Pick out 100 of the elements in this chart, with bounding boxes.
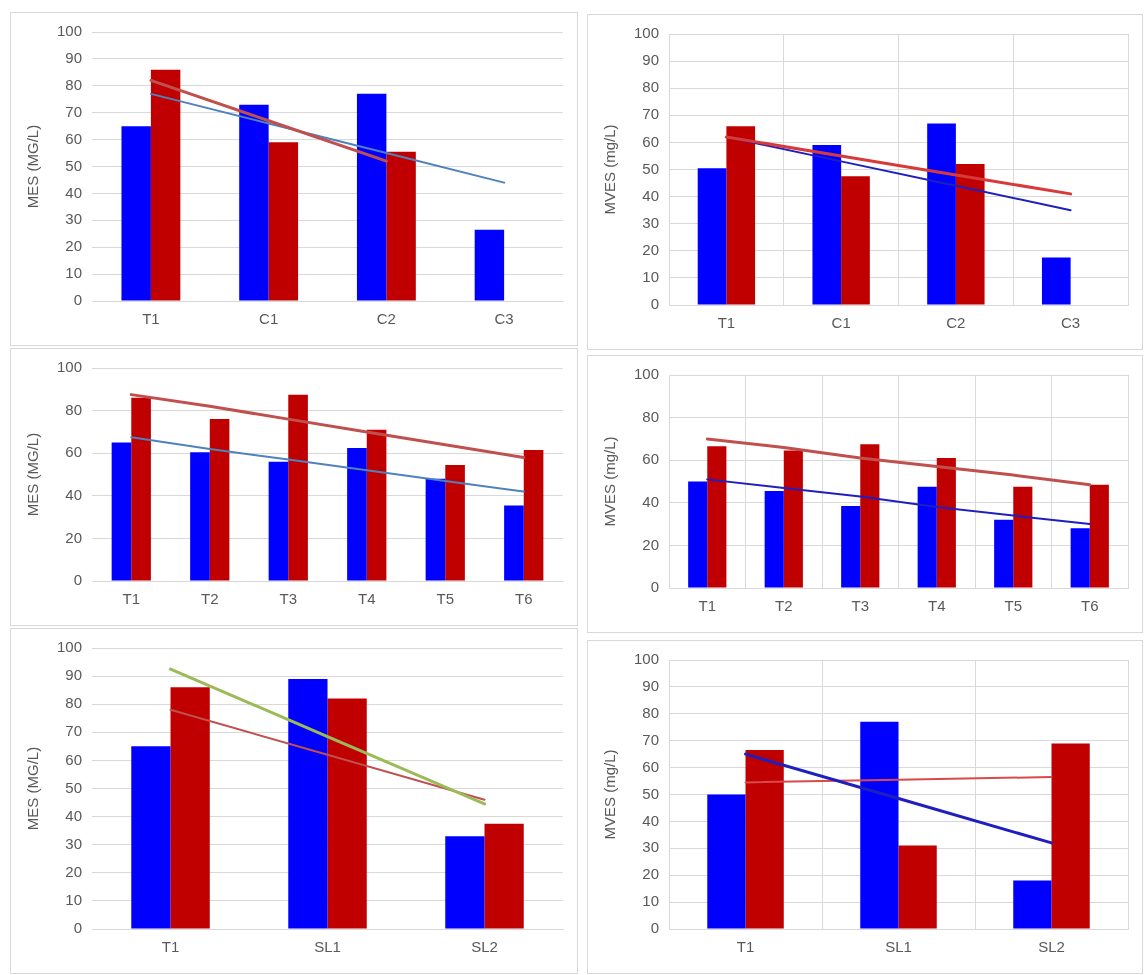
y-tick-label: 50 (642, 784, 660, 802)
y-tick-label: 20 (642, 865, 660, 883)
bar (366, 429, 387, 581)
y-tick-label: 40 (642, 492, 660, 510)
bar (209, 419, 230, 581)
x-tick-label: T1 (698, 597, 717, 615)
y-tick-label: 90 (65, 666, 83, 684)
bar (860, 444, 880, 588)
y-tick-label: 10 (65, 264, 83, 282)
y-tick-label: 50 (65, 778, 83, 796)
x-tick-label: T1 (142, 310, 160, 328)
bar (121, 126, 151, 301)
bar (268, 142, 299, 301)
y-tick-label: 30 (642, 838, 660, 856)
x-tick-label: C2 (376, 310, 396, 328)
bar (726, 126, 756, 305)
y-tick-label: 90 (642, 51, 660, 69)
bar (764, 491, 784, 588)
bar (484, 823, 524, 929)
bar (131, 746, 171, 929)
y-axis-title: MVES (mg/L) (601, 749, 619, 840)
bar (150, 69, 181, 301)
bar (523, 450, 544, 581)
x-tick-label: T3 (279, 590, 298, 608)
y-tick-label: 70 (65, 102, 83, 120)
bar (936, 458, 956, 588)
x-tick-label: T1 (736, 938, 755, 956)
x-tick-label: C2 (946, 314, 966, 332)
bar (955, 164, 985, 305)
y-tick-label: 70 (65, 722, 83, 740)
y-tick-label: 60 (642, 450, 660, 468)
y-tick-label: 100 (634, 365, 660, 383)
y-tick-label: 0 (650, 295, 660, 313)
y-tick-label: 20 (65, 237, 83, 255)
y-tick-label: 0 (73, 571, 83, 589)
y-tick-label: 20 (65, 862, 83, 880)
x-tick-label: T2 (775, 597, 793, 615)
bar (1070, 528, 1090, 588)
x-tick-label: T1 (717, 314, 736, 332)
x-tick-label: C1 (831, 314, 851, 332)
y-tick-label: 60 (65, 129, 83, 147)
y-tick-label: 80 (642, 78, 660, 96)
y-tick-label: 20 (642, 240, 660, 258)
bar (1013, 880, 1052, 929)
x-tick-label: SL2 (471, 938, 498, 956)
bar (812, 145, 842, 305)
bar (917, 486, 937, 588)
bar (131, 397, 151, 581)
y-tick-label: 10 (65, 891, 83, 909)
bar (860, 721, 899, 929)
x-tick-label: C3 (1061, 314, 1081, 332)
y-tick-label: 40 (65, 183, 83, 201)
bar (327, 698, 367, 929)
y-tick-label: 80 (65, 694, 83, 712)
bar (898, 845, 937, 929)
bar (504, 505, 524, 581)
y-tick-label: 0 (73, 291, 83, 309)
y-tick-label: 100 (634, 650, 660, 668)
y-tick-label: 0 (650, 919, 660, 937)
y-tick-label: 30 (65, 834, 83, 852)
bar (190, 452, 210, 581)
x-tick-label: T4 (358, 590, 376, 608)
bar (445, 464, 465, 581)
y-tick-label: 80 (642, 407, 660, 425)
bar (425, 478, 446, 581)
y-axis-title: MVES (mg/L) (601, 124, 619, 215)
bar (111, 442, 132, 581)
bar (927, 123, 956, 305)
x-tick-label: SL2 (1038, 938, 1065, 956)
bar (474, 229, 505, 301)
x-tick-label: T1 (161, 938, 180, 956)
bar (1089, 484, 1109, 588)
bar (445, 836, 485, 929)
y-tick-label: 100 (57, 638, 83, 656)
bar (688, 481, 708, 588)
bar (745, 750, 784, 929)
bar (841, 176, 870, 305)
x-tick-label: T1 (122, 590, 141, 608)
y-tick-label: 40 (642, 186, 660, 204)
bar (1041, 257, 1071, 305)
y-tick-label: 80 (642, 703, 660, 721)
bar (356, 93, 387, 301)
x-tick-label: T4 (928, 597, 946, 615)
x-tick-label: T6 (1080, 597, 1099, 615)
y-tick-label: 10 (642, 892, 660, 910)
y-tick-label: 50 (642, 159, 660, 177)
bar (170, 687, 210, 929)
y-tick-label: 20 (65, 528, 83, 546)
y-tick-label: 20 (642, 535, 660, 553)
x-tick-label: T5 (436, 590, 455, 608)
y-tick-label: 60 (642, 132, 660, 150)
x-tick-label: T6 (514, 590, 533, 608)
x-tick-label: SL1 (885, 938, 912, 956)
bar (1013, 486, 1033, 588)
y-tick-label: 40 (642, 811, 660, 829)
y-axis-title: MES (MG/L) (24, 124, 42, 209)
y-tick-label: 90 (65, 49, 83, 67)
bar (1051, 743, 1090, 929)
bar (994, 519, 1014, 588)
bar (783, 450, 803, 588)
